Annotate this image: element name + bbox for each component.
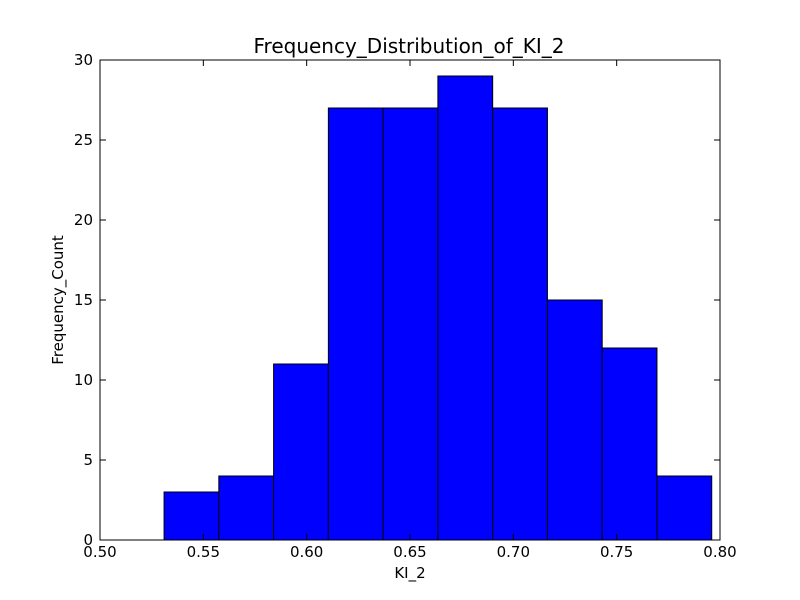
histogram-bar — [218, 475, 275, 541]
y-tick-label: 0 — [83, 531, 93, 549]
y-axis-label: Frequency_Count — [49, 235, 68, 365]
x-tick-label: 0.50 — [83, 543, 116, 561]
y-tick-label: 25 — [74, 131, 93, 149]
x-tick-label: 0.80 — [703, 543, 736, 561]
y-tick-label: 30 — [74, 51, 93, 69]
histogram-bar — [273, 363, 329, 541]
x-axis-label: KI_2 — [394, 564, 425, 583]
y-tick-label: 10 — [74, 371, 93, 389]
y-tick-label: 15 — [74, 291, 93, 309]
histogram-bar — [382, 107, 439, 541]
y-tick-label: 5 — [83, 451, 93, 469]
x-tick-label: 0.75 — [600, 543, 633, 561]
histogram-bar — [492, 107, 548, 541]
plot-frame — [99, 59, 721, 541]
histogram-bar — [656, 475, 713, 541]
histogram-bar — [327, 107, 384, 541]
x-tick-label: 0.65 — [393, 543, 426, 561]
y-tick-label: 20 — [74, 211, 93, 229]
x-tick-label: 0.55 — [187, 543, 220, 561]
histogram-bar — [437, 75, 494, 541]
histogram-bar — [546, 299, 603, 541]
x-tick-label: 0.70 — [497, 543, 530, 561]
histogram-bar — [163, 491, 220, 541]
histogram-bar — [601, 347, 658, 541]
x-tick-label: 0.60 — [290, 543, 323, 561]
chart-title: Frequency_Distribution_of_KI_2 — [253, 34, 564, 58]
